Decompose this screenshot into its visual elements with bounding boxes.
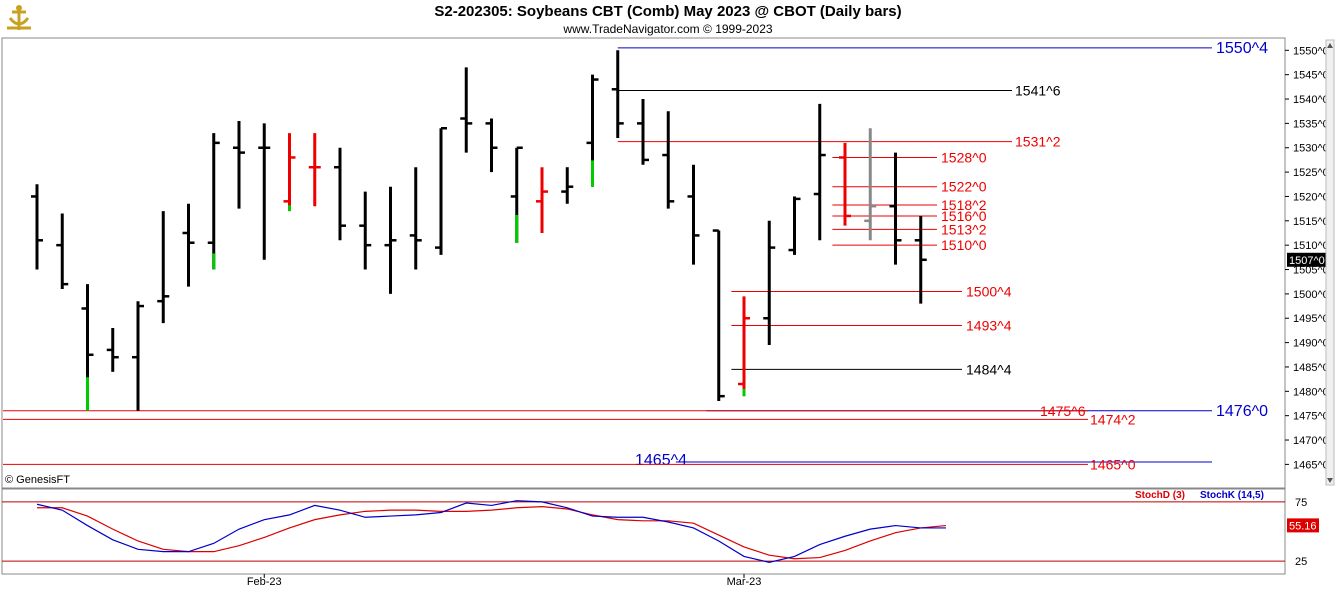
price-tick-label: 1505^0 bbox=[1293, 265, 1329, 277]
level-label: 1550^4 bbox=[1216, 40, 1268, 57]
level-label: 1531^2 bbox=[1015, 134, 1061, 150]
ohlc-bar bbox=[157, 211, 170, 324]
legend-stochd: StochD (3) bbox=[1135, 490, 1185, 501]
price-tick-label: 1475^0 bbox=[1293, 411, 1329, 423]
price-tick-label: 1485^0 bbox=[1293, 362, 1329, 374]
ohlc-bar bbox=[81, 284, 94, 411]
price-tick-label: 1500^0 bbox=[1293, 289, 1329, 301]
ohlc-bar bbox=[31, 184, 43, 270]
ohlc-bar bbox=[889, 152, 902, 265]
ohlc-bar bbox=[662, 111, 675, 209]
ohlc-bar bbox=[561, 167, 574, 204]
ohlc-bar bbox=[384, 186, 397, 294]
ohlc-bar bbox=[738, 296, 750, 397]
ohlc-bar bbox=[510, 146, 523, 243]
price-tick-label: 1465^0 bbox=[1293, 459, 1329, 471]
level-label: 1465^0 bbox=[1090, 456, 1136, 472]
ohlc-bar bbox=[106, 327, 119, 372]
level-label: 1528^0 bbox=[941, 149, 987, 165]
level-label: 1541^6 bbox=[1015, 82, 1061, 98]
genesis-logo-icon bbox=[4, 4, 34, 34]
price-scrollbar bbox=[1325, 39, 1335, 486]
panel-frames bbox=[1, 37, 1286, 575]
ohlc-bar bbox=[207, 133, 220, 270]
ohlc-bar bbox=[611, 50, 624, 138]
scroll-up-icon bbox=[1327, 43, 1333, 48]
stoch-tick-label: 25 bbox=[1295, 556, 1307, 568]
ohlc-bar bbox=[56, 213, 69, 290]
legend-stochk: StochK (14,5) bbox=[1200, 490, 1264, 501]
stochastic-panel-frame bbox=[1, 488, 1286, 575]
price-tick-label: 1535^0 bbox=[1293, 118, 1329, 130]
date-tick-label: Mar-23 bbox=[727, 576, 762, 588]
support-resistance-levels: 1550^4 1541^6 1531^2 1528^0 1522^0 1518^21516… bbox=[3, 40, 1268, 472]
ohlc-bar bbox=[308, 133, 321, 207]
stochastic-panel: 75 25 StochD (3) StochK (14,5) 55.16 bbox=[2, 490, 1319, 568]
ohlc-bar bbox=[359, 191, 372, 270]
date-tick-label: Feb-23 bbox=[247, 576, 282, 588]
last-price-label: 1507^0 bbox=[1289, 255, 1325, 267]
chart-subtitle: www.TradeNavigator.com © 1999-2023 bbox=[563, 22, 773, 36]
chart-title: S2-202305: Soybeans CBT (Comb) May 2023 … bbox=[434, 3, 902, 20]
level-label: 1500^4 bbox=[966, 283, 1012, 299]
price-tick-label: 1540^0 bbox=[1293, 94, 1329, 106]
ohlc-bar bbox=[334, 147, 346, 241]
ohlc-bar bbox=[258, 123, 271, 260]
price-tick-label: 1550^0 bbox=[1293, 45, 1329, 57]
level-label: 1474^2 bbox=[1090, 411, 1136, 427]
ohlc-bar bbox=[283, 133, 296, 212]
ohlc-bar bbox=[586, 74, 599, 187]
ohlc-bar bbox=[435, 127, 447, 255]
ohlc-bar bbox=[485, 118, 498, 173]
ohlc-bar bbox=[182, 203, 195, 287]
ohlc-bar bbox=[132, 301, 144, 411]
ohlc-bar bbox=[536, 167, 548, 233]
level-label: 1475^6 bbox=[1040, 403, 1086, 419]
stoch-line bbox=[36, 500, 946, 563]
price-tick-label: 1545^0 bbox=[1293, 70, 1329, 82]
level-label: 1484^4 bbox=[966, 361, 1012, 377]
ohlc-bar bbox=[712, 229, 725, 402]
ohlc-bar bbox=[839, 142, 851, 226]
price-tick-label: 1510^0 bbox=[1293, 240, 1329, 252]
level-label: 1518^2 bbox=[941, 197, 987, 213]
ohlc-bars bbox=[31, 50, 927, 411]
level-label: 1476^0 bbox=[1216, 403, 1268, 420]
last-stoch-label: 55.16 bbox=[1289, 520, 1317, 532]
price-tick-label: 1515^0 bbox=[1293, 216, 1329, 228]
ohlc-bar bbox=[813, 103, 826, 241]
last-price-box bbox=[1287, 252, 1327, 267]
level-label: 1510^0 bbox=[941, 237, 987, 253]
ohlc-bar bbox=[637, 99, 649, 165]
level-label: 1493^4 bbox=[966, 318, 1012, 334]
price-tick-label: 1495^0 bbox=[1293, 313, 1329, 325]
stoch-line bbox=[37, 505, 947, 560]
ohlc-bar bbox=[460, 67, 473, 153]
level-label: 1522^0 bbox=[941, 179, 987, 195]
ohlc-bar bbox=[763, 220, 776, 346]
level-label: 1465^4 bbox=[635, 452, 687, 469]
price-tick-label: 1520^0 bbox=[1293, 191, 1329, 203]
level-label: 1516^0 bbox=[941, 208, 987, 224]
date-axis: Feb-23 Mar-23 bbox=[247, 574, 762, 588]
price-panel-frame bbox=[1, 37, 1286, 489]
copyright-label: © GenesisFT bbox=[5, 474, 70, 486]
stoch-tick-label: 75 bbox=[1295, 497, 1307, 509]
ohlc-bar bbox=[409, 167, 422, 270]
ohlc-bar bbox=[864, 128, 877, 241]
ohlc-bar bbox=[788, 196, 801, 255]
ohlc-bar bbox=[233, 120, 245, 209]
price-tick-label: 1530^0 bbox=[1293, 143, 1329, 155]
price-axis: 1465^0 1470^0 1475^0 1480^0 1485^0 1490^0 1495… bbox=[1285, 39, 1335, 486]
scroll-down-icon bbox=[1327, 478, 1333, 483]
level-label: 1513^2 bbox=[941, 221, 987, 237]
price-tick-label: 1525^0 bbox=[1293, 167, 1329, 179]
price-tick-label: 1480^0 bbox=[1293, 386, 1329, 398]
price-tick-label: 1470^0 bbox=[1293, 435, 1329, 447]
last-stoch-box bbox=[1287, 518, 1319, 533]
price-tick-label: 1490^0 bbox=[1293, 338, 1329, 350]
ohlc-bar bbox=[687, 164, 700, 265]
ohlc-bar bbox=[914, 215, 927, 304]
